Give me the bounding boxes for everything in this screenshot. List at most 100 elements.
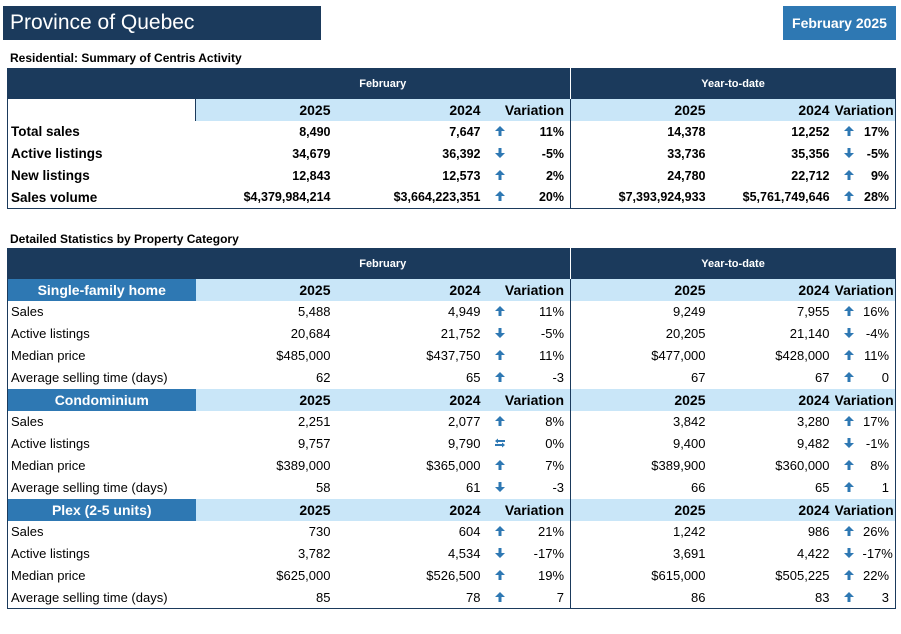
arrow-up-icon xyxy=(835,301,863,323)
arrow-down-icon xyxy=(486,477,514,499)
ytd-variation-value: 17% xyxy=(864,124,890,139)
month-variation-value: -3 xyxy=(552,480,565,495)
table-row: Total sales 8,490 7,647 11% 14,378 12,252 17% xyxy=(8,120,896,143)
col-2024-header: 2024 xyxy=(335,278,486,301)
col-2025-header: 2025 xyxy=(570,388,711,411)
ytd-variation-value: 16% xyxy=(863,304,890,319)
arrow-up-icon xyxy=(486,587,514,609)
table-row: Median price $389,000 $365,000 7% $389,900 $3… xyxy=(8,454,896,477)
month-variation-value: -5% xyxy=(540,326,565,341)
month-variation-value: -17% xyxy=(533,546,565,561)
col-2024-header: 2024 xyxy=(710,278,835,301)
month-variation-value: 2% xyxy=(545,168,565,183)
ytd-2024-value: 67 xyxy=(815,370,830,385)
ytd-2025-value: 3,691 xyxy=(570,542,711,565)
month-2024-value: 2,077 xyxy=(447,414,481,429)
period-ytd-header: Year-to-date xyxy=(570,68,896,99)
table-row: Active listings 20,684 21,752 -5% 20,205 21,1… xyxy=(8,322,896,345)
month-2025-value: $625,000 xyxy=(276,568,331,583)
arrow-up-icon xyxy=(835,165,863,187)
ytd-2024-value: 12,252 xyxy=(791,124,830,139)
ytd-2024-value: 986 xyxy=(807,524,830,539)
arrow-up-icon xyxy=(486,301,514,323)
table-row: Active listings 3,782 4,534 -17% 3,691 4,422 -… xyxy=(8,542,896,565)
month-2025-value: 58 xyxy=(316,480,331,495)
period-month-header: February xyxy=(195,248,571,279)
table-row: Sales 730 604 21% 1,242 986 26% xyxy=(8,520,896,543)
ytd-2024-value: 21,140 xyxy=(789,326,830,341)
ytd-2024-value: $505,225 xyxy=(775,568,830,583)
arrow-down-icon xyxy=(486,323,514,345)
month-2024-value: $3,664,223,351 xyxy=(393,190,481,205)
col-variation-header: Variation xyxy=(485,498,571,521)
ytd-variation-value: 9% xyxy=(870,168,890,183)
ytd-variation-value: 3 xyxy=(881,589,890,605)
col-variation-header: Variation xyxy=(834,388,896,411)
ytd-2025-value: 9,249 xyxy=(570,300,711,323)
month-variation-value: 11% xyxy=(538,304,565,319)
row-label: Sales xyxy=(11,524,44,539)
ytd-variation-value: 1 xyxy=(881,480,890,495)
month-2024-value: 12,573 xyxy=(442,168,481,183)
ytd-2025-value: 1,242 xyxy=(570,520,711,543)
month-2025-value: 730 xyxy=(308,524,331,539)
month-2025-value: 20,684 xyxy=(290,326,331,341)
month-2024-value: $437,750 xyxy=(426,348,481,363)
ytd-2025-value: 9,400 xyxy=(570,432,711,455)
month-variation-value: 7% xyxy=(545,458,565,473)
year-header-row: Condominium 2025 2024 Variation 2025 2024 Vari… xyxy=(7,388,896,411)
month-2024-value: 36,392 xyxy=(442,146,481,161)
month-variation-value: 20% xyxy=(538,190,565,205)
arrow-up-icon xyxy=(835,187,863,209)
col-2025-header: 2025 xyxy=(195,498,336,521)
category-header: Single-family home xyxy=(7,278,196,301)
month-2025-value: 5,488 xyxy=(297,304,331,319)
month-2024-value: 7,647 xyxy=(449,124,481,139)
row-label: Active listings xyxy=(11,546,90,561)
col-2025-header: 2025 xyxy=(195,278,336,301)
table-row: Median price $485,000 $437,750 11% $477,000 $… xyxy=(8,344,896,367)
month-2025-value: 62 xyxy=(316,370,331,385)
ytd-2025-value: 20,205 xyxy=(570,322,711,345)
ytd-2024-value: 3,280 xyxy=(796,414,830,429)
col-variation-header: Variation xyxy=(834,278,896,301)
ytd-variation-value: -17% xyxy=(862,546,893,561)
month-2024-value: 4,949 xyxy=(447,304,481,319)
detailed-statistics-table: February Year-to-date Single-family home 20… xyxy=(7,248,897,609)
page-title: Province of Quebec xyxy=(3,6,321,40)
table-row: Average selling time (days) 85 78 7 86 83 3 xyxy=(8,586,896,609)
ytd-variation-value: 11% xyxy=(863,348,890,363)
col-2024-header: 2024 xyxy=(710,498,835,521)
header-blank xyxy=(7,68,196,99)
ytd-variation-value: 17% xyxy=(863,414,890,429)
period-header-row: February Year-to-date xyxy=(7,248,896,279)
arrow-up-icon xyxy=(835,477,863,499)
ytd-variation-value: -4% xyxy=(865,326,890,341)
ytd-2024-value: $5,761,749,646 xyxy=(742,190,830,205)
arrow-down-icon xyxy=(835,143,863,165)
row-label: Active listings xyxy=(11,436,90,451)
ytd-2025-value: 33,736 xyxy=(570,142,711,165)
arrow-up-icon xyxy=(486,345,514,367)
arrow-up-icon xyxy=(835,345,863,367)
month-2024-value: 78 xyxy=(466,589,481,605)
col-2024-header: 2024 xyxy=(335,498,486,521)
month-variation-value: 7 xyxy=(556,589,565,605)
month-variation-value: -5% xyxy=(541,146,565,161)
arrow-up-icon xyxy=(486,187,514,209)
arrow-up-icon xyxy=(486,521,514,543)
ytd-2025-value: 14,378 xyxy=(570,120,711,143)
table-row: Average selling time (days) 58 61 -3 66 65 1 xyxy=(8,476,896,499)
col-2024-header: 2024 xyxy=(710,98,835,121)
row-label: Average selling time (days) xyxy=(11,480,168,495)
arrow-up-icon xyxy=(486,455,514,477)
col-2025-header: 2025 xyxy=(570,278,711,301)
ytd-2025-value: 24,780 xyxy=(570,164,711,187)
arrow-up-icon xyxy=(486,165,514,187)
ytd-variation-value: -5% xyxy=(866,146,890,161)
arrow-down-icon xyxy=(835,323,863,345)
arrow-down-icon xyxy=(486,143,514,165)
month-2025-value: 2,251 xyxy=(297,414,331,429)
arrow-up-icon xyxy=(486,565,514,587)
row-label: Average selling time (days) xyxy=(11,370,168,385)
